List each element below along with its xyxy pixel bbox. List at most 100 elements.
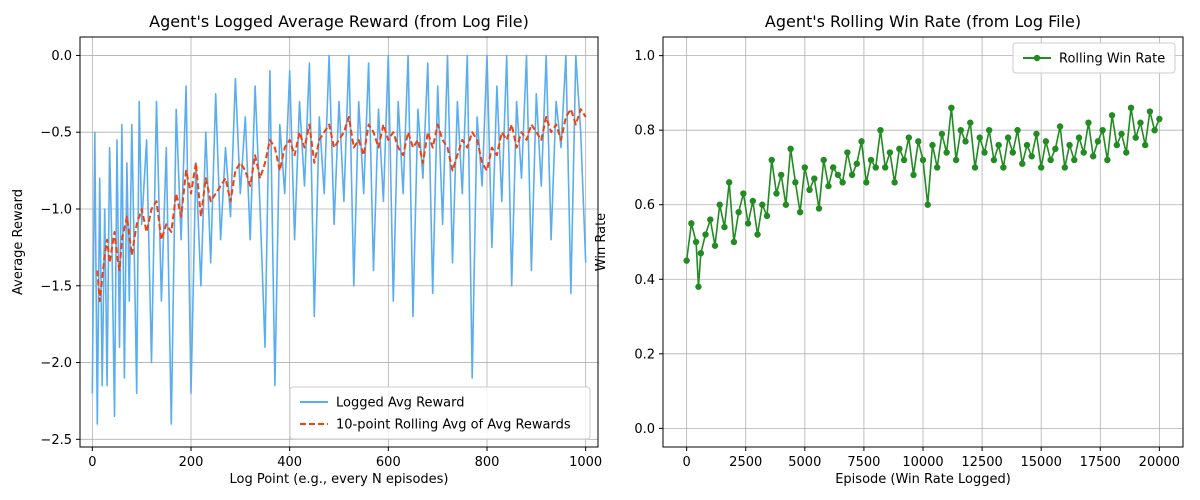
data-point <box>985 126 993 134</box>
legend-label: Rolling Win Rate <box>1059 52 1165 67</box>
data-point <box>919 156 927 164</box>
data-point <box>1089 153 1097 160</box>
data-point <box>853 160 861 167</box>
data-point <box>938 130 946 138</box>
data-point <box>1047 156 1054 164</box>
y-tick-label: 0.4 <box>634 273 655 288</box>
data-point <box>910 171 917 179</box>
data-point <box>1075 134 1083 141</box>
data-point <box>811 175 818 182</box>
data-point <box>829 164 837 171</box>
series-line-1 <box>91 54 587 425</box>
data-point <box>1019 160 1026 167</box>
x-axis-label: Log Point (e.g., every N episodes) <box>229 472 448 487</box>
data-point <box>768 156 775 164</box>
data-point <box>1094 138 1102 145</box>
data-point <box>820 156 827 164</box>
data-point <box>759 201 766 208</box>
data-point <box>777 171 785 179</box>
data-point <box>763 212 771 220</box>
data-point <box>1052 145 1059 153</box>
x-tick-label: 10000 <box>902 455 943 470</box>
data-point <box>858 138 865 145</box>
data-point <box>754 231 761 238</box>
data-point <box>1037 164 1045 171</box>
legend-label: Logged Avg Reward <box>336 396 464 411</box>
data-point <box>711 242 719 249</box>
y-tick-label: 0.0 <box>51 49 72 64</box>
data-point <box>863 179 870 186</box>
data-point <box>844 149 851 156</box>
data-point <box>792 179 799 186</box>
y-tick-label: 0.8 <box>634 124 655 139</box>
data-point <box>976 134 983 141</box>
data-point <box>796 208 804 216</box>
data-point <box>1127 104 1135 112</box>
y-tick-label: 0.2 <box>634 347 655 362</box>
x-tick-label: 5000 <box>788 455 821 470</box>
y-tick-label: −2.5 <box>40 433 72 448</box>
data-point <box>900 156 908 164</box>
data-point <box>782 201 790 208</box>
data-point <box>725 179 733 186</box>
x-tick-label: 17500 <box>1080 455 1121 470</box>
data-point <box>688 220 695 227</box>
x-tick-label: 20000 <box>1139 455 1180 470</box>
data-point <box>1061 164 1069 171</box>
legend-box <box>289 386 591 440</box>
series-group <box>91 54 587 425</box>
data-point <box>1000 164 1007 171</box>
x-tick-label: 2500 <box>729 455 762 470</box>
data-point <box>881 164 889 171</box>
chart-title: Agent's Rolling Win Rate (from Log File) <box>765 12 1081 31</box>
y-tick-label: −1.5 <box>40 279 72 294</box>
data-point <box>867 156 875 164</box>
data-point <box>962 138 969 145</box>
data-point <box>924 201 931 208</box>
x-tick-label: 1000 <box>569 455 602 470</box>
data-point <box>697 249 705 257</box>
data-point <box>1066 141 1073 149</box>
grid <box>80 37 598 447</box>
data-point <box>825 182 832 190</box>
data-point <box>948 104 955 112</box>
data-point <box>1146 108 1154 115</box>
data-point <box>915 138 922 145</box>
data-point <box>744 220 752 227</box>
data-point <box>929 141 936 149</box>
data-point <box>730 238 738 246</box>
data-point <box>806 186 813 194</box>
data-point <box>1137 119 1144 126</box>
x-tick-label: 400 <box>277 455 302 470</box>
data-point <box>1085 119 1092 126</box>
x-tick-label: 12500 <box>961 455 1002 470</box>
data-point <box>1104 156 1111 164</box>
data-point <box>967 119 974 126</box>
legend: Rolling Win Rate <box>1012 42 1176 74</box>
legend: Logged Avg Reward 10-point Rolling Avg of… <box>289 386 591 440</box>
data-point <box>695 283 702 290</box>
data-point <box>891 179 898 186</box>
data-point <box>1080 149 1087 156</box>
data-point <box>1113 141 1121 149</box>
data-point <box>735 208 742 216</box>
data-point <box>943 149 950 156</box>
x-tick-label: 0 <box>88 455 96 470</box>
data-point <box>1132 134 1139 141</box>
y-tick-label: 0.0 <box>634 422 655 437</box>
data-point <box>707 216 714 223</box>
x-tick-label: 600 <box>376 455 401 470</box>
data-point <box>1151 126 1158 134</box>
data-point <box>848 171 856 179</box>
x-tick-label: 800 <box>475 455 500 470</box>
data-point <box>1042 138 1050 145</box>
data-point <box>1028 153 1035 160</box>
axes-frame <box>79 36 599 448</box>
data-point <box>1123 149 1130 156</box>
data-point <box>1033 130 1040 138</box>
y-axis-label: Win Rate <box>594 213 609 271</box>
data-point <box>834 171 842 179</box>
data-point <box>683 257 690 264</box>
legend-marker <box>1033 54 1041 62</box>
